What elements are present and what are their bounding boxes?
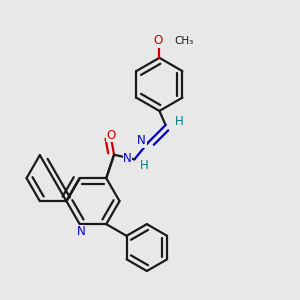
Text: H: H bbox=[140, 158, 149, 172]
Text: O: O bbox=[153, 34, 162, 47]
Text: CH₃: CH₃ bbox=[174, 36, 194, 46]
Text: N: N bbox=[137, 134, 146, 147]
Text: O: O bbox=[106, 128, 116, 142]
Text: N: N bbox=[77, 225, 85, 239]
Text: N: N bbox=[123, 152, 132, 165]
Text: H: H bbox=[175, 116, 184, 128]
